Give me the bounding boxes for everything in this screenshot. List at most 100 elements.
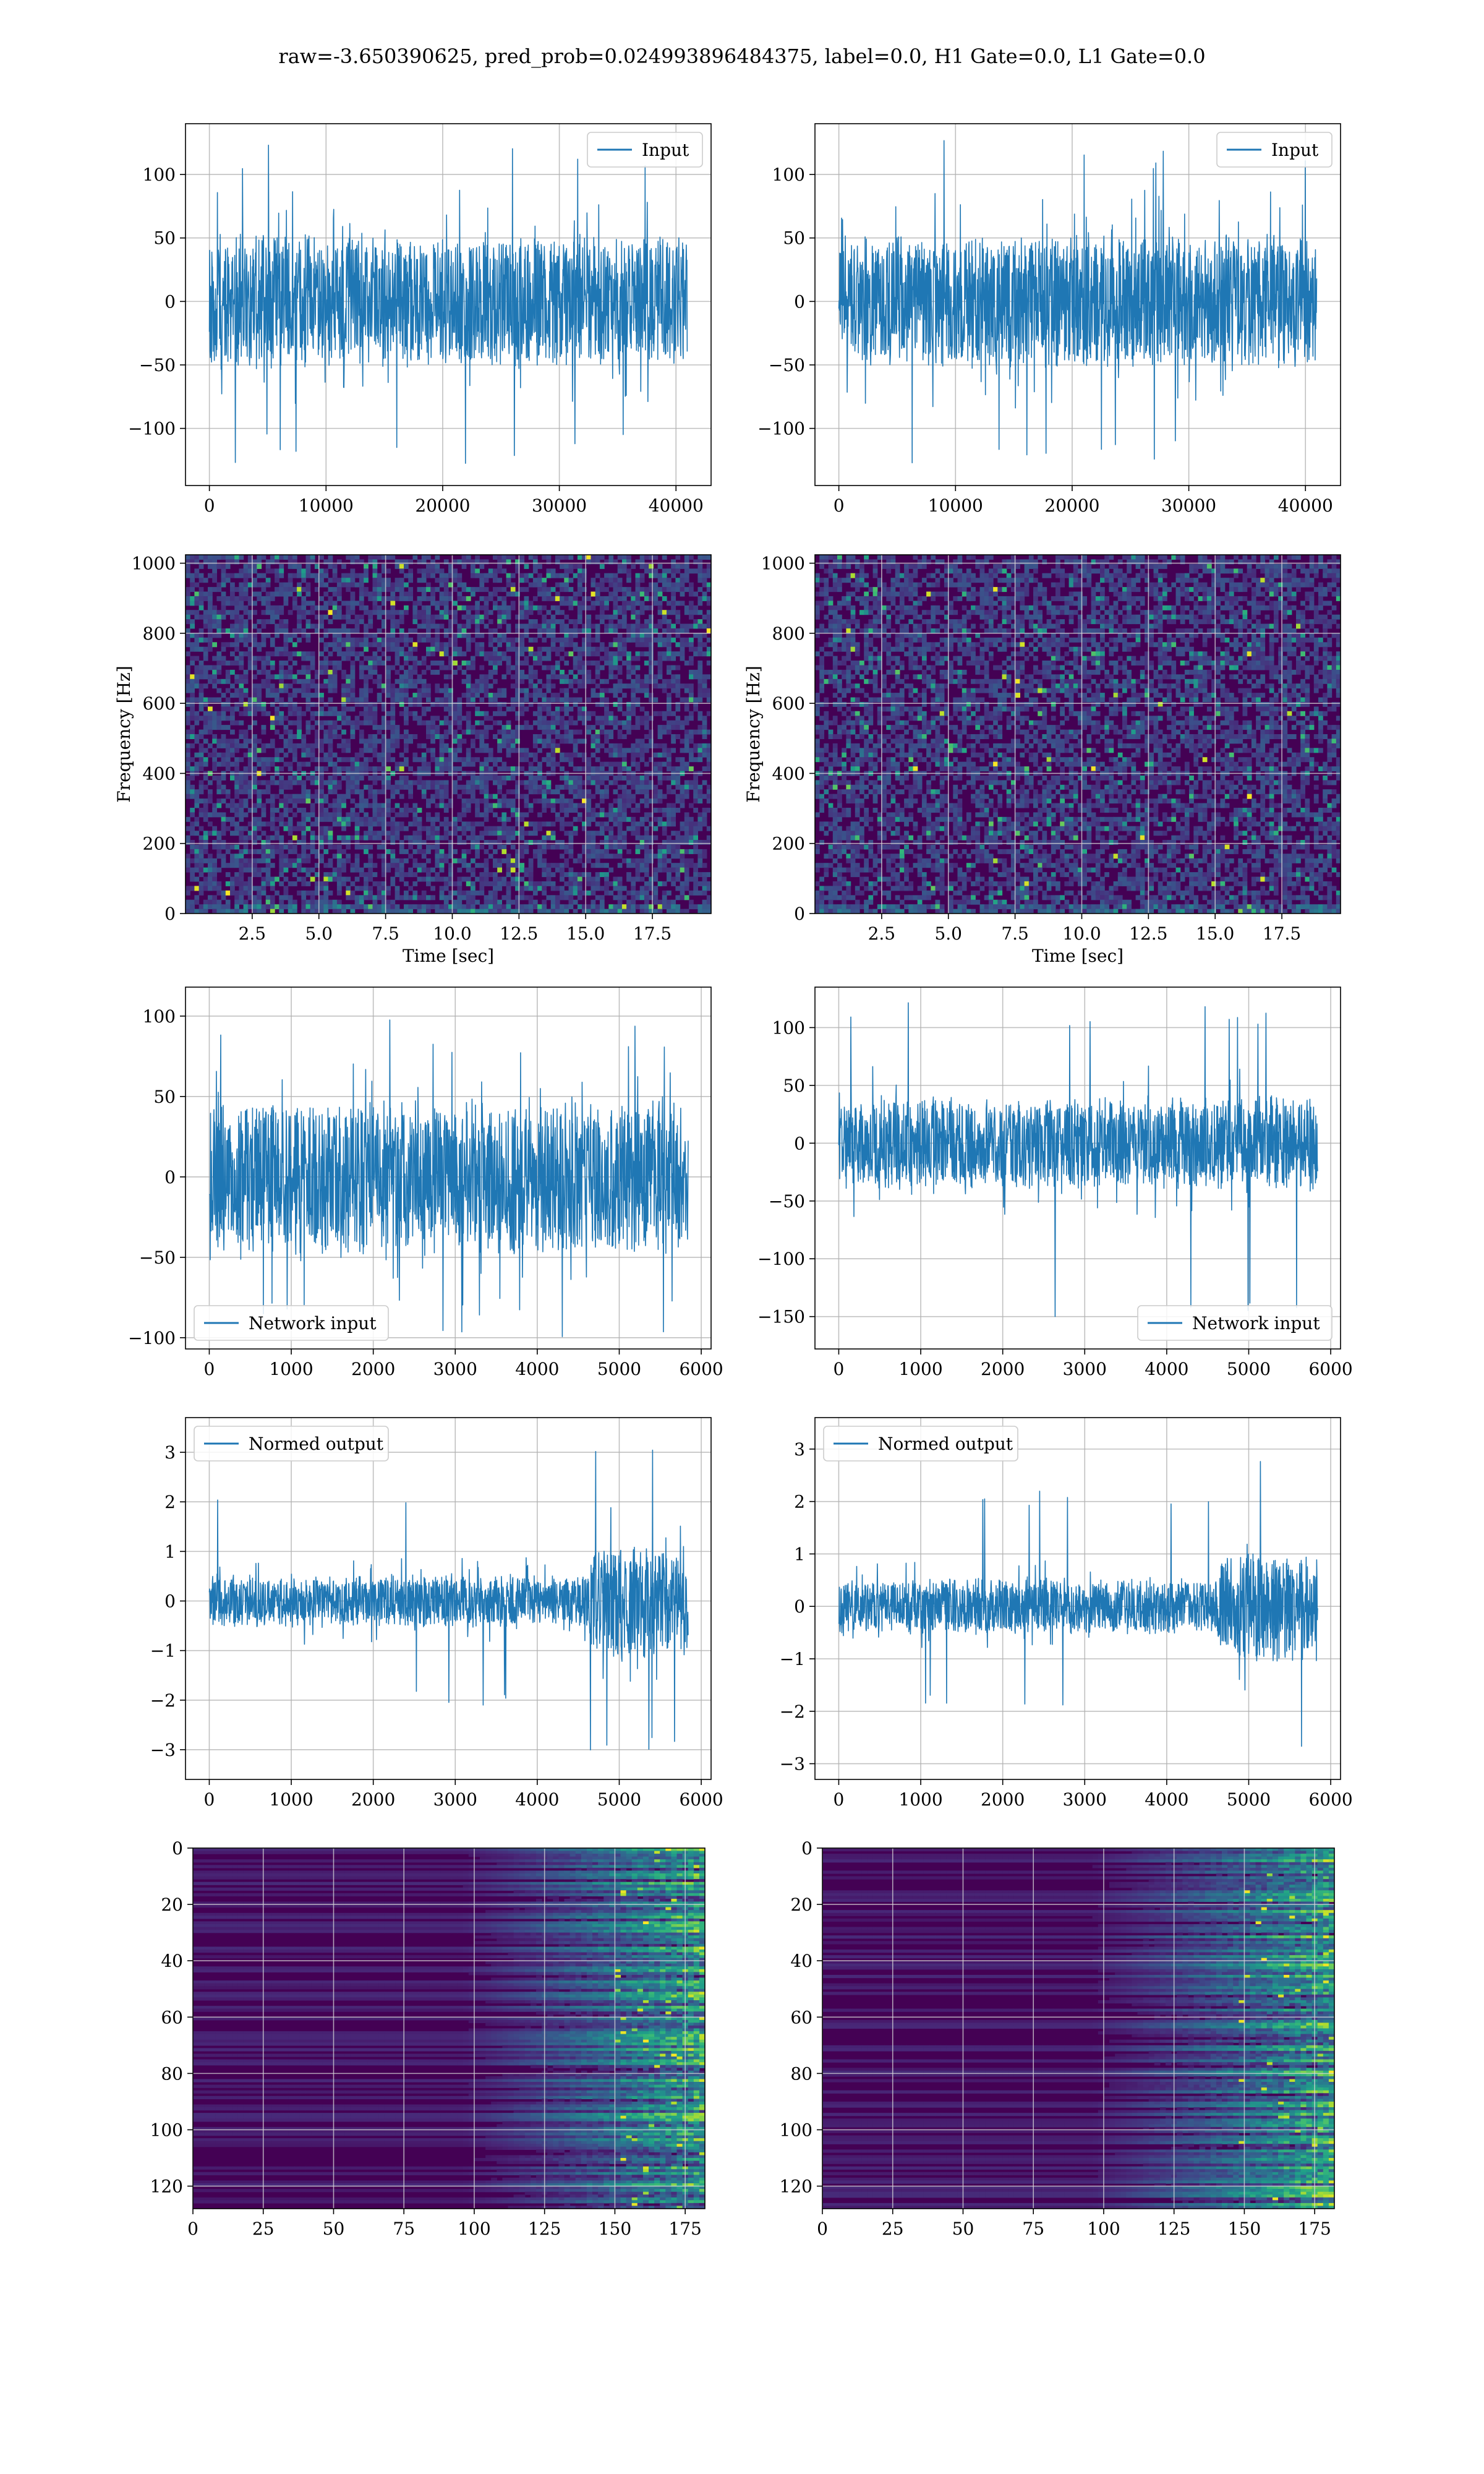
plot-area xyxy=(815,124,1341,486)
x-tick-label: 17.5 xyxy=(633,923,672,944)
y-tick-label: 800 xyxy=(143,623,176,644)
y-tick-label: 80 xyxy=(161,2063,183,2084)
legend-label: Normed output xyxy=(878,1434,1013,1454)
y-tick-label: −50 xyxy=(769,1191,805,1212)
y-tick-label: 0 xyxy=(794,904,805,924)
axes-h1-normed-output: 0 1000 2000 3000 4000 5000 6000 −3 −2 −1 0 1 2 3 Norme… xyxy=(150,1417,723,1810)
axes-frame xyxy=(185,554,712,914)
y-tick-label: 1 xyxy=(164,1541,176,1562)
x-tick-label: 2.5 xyxy=(868,923,896,944)
y-tick-label: 60 xyxy=(790,2007,812,2027)
axes-h1-input: 0 10000 20000 30000 40000 −100 −50 0 50 100 Input xyxy=(128,123,712,516)
x-tick-label: 12.5 xyxy=(1129,923,1167,944)
y-tick-label: 3 xyxy=(794,1439,805,1460)
x-tick-label: 0 xyxy=(187,2219,198,2239)
x-tick-label: 10000 xyxy=(928,495,983,516)
plot-area xyxy=(186,1418,711,1779)
y-tick-label: 40 xyxy=(161,1951,183,1971)
x-tick-label: 0 xyxy=(834,1789,845,1810)
y-tick-label: 100 xyxy=(143,165,176,185)
axes-l1-normed-output: 0 1000 2000 3000 4000 5000 6000 −3 −2 −1 0 1 2 3 Norme… xyxy=(780,1417,1353,1810)
x-tick-label: 5000 xyxy=(1227,1789,1271,1810)
x-tick-label: 75 xyxy=(1022,2219,1044,2239)
axes-frame xyxy=(185,1417,712,1780)
y-tick-label: 60 xyxy=(161,2007,183,2027)
y-tick-label: −3 xyxy=(780,1754,805,1774)
x-tick-label: 2000 xyxy=(351,1789,395,1810)
y-tick-label: 100 xyxy=(772,165,805,185)
y-tick-label: 400 xyxy=(143,763,176,784)
y-tick-label: 2 xyxy=(794,1492,805,1512)
y-tick-label: 120 xyxy=(780,2177,812,2197)
series-line-Normed output xyxy=(208,1449,689,1751)
heatmap-cells xyxy=(186,555,711,914)
y-tick-label: −50 xyxy=(769,355,805,375)
y-tick-label: 20 xyxy=(790,1894,812,1915)
x-tick-label: 5000 xyxy=(597,1789,641,1810)
x-tick-label: 4000 xyxy=(515,1359,559,1379)
x-tick-label: 4000 xyxy=(1145,1789,1188,1810)
y-axis-label: Frequency [Hz] xyxy=(114,666,134,802)
legend-label: Input xyxy=(1271,140,1319,160)
x-tick-label: 6000 xyxy=(679,1789,723,1810)
grid xyxy=(186,555,711,914)
x-tick-label: 150 xyxy=(599,2219,631,2239)
axes-frame xyxy=(185,123,712,486)
y-tick-label: 100 xyxy=(143,1006,176,1027)
heatmap-cells xyxy=(193,1848,705,2209)
y-tick-label: −2 xyxy=(150,1690,176,1711)
y-tick-label: 3 xyxy=(164,1442,176,1463)
x-tick-label: 100 xyxy=(458,2219,490,2239)
x-tick-label: 4000 xyxy=(515,1789,559,1810)
x-tick-label: 100 xyxy=(1087,2219,1120,2239)
plot-area xyxy=(186,987,711,1349)
x-tick-label: 5.0 xyxy=(305,923,333,944)
plot-area xyxy=(815,987,1341,1349)
x-tick-label: 175 xyxy=(1298,2219,1331,2239)
x-tick-label: 50 xyxy=(323,2219,345,2239)
x-tick-label: 5.0 xyxy=(934,923,962,944)
x-tick-label: 1000 xyxy=(269,1359,313,1379)
y-tick-label: 1000 xyxy=(132,554,176,574)
x-tick-label: 1000 xyxy=(269,1789,313,1810)
x-tick-label: 30000 xyxy=(1161,495,1216,516)
x-tick-label: 17.5 xyxy=(1263,923,1301,944)
y-tick-label: 80 xyxy=(790,2063,812,2084)
x-tick-label: 10.0 xyxy=(1062,923,1101,944)
x-tick-label: 15.0 xyxy=(566,923,605,944)
axes-frame xyxy=(814,554,1341,914)
x-tick-label: 15.0 xyxy=(1196,923,1234,944)
x-tick-label: 25 xyxy=(882,2219,904,2239)
axes-l1-network-input: 0 1000 2000 3000 4000 5000 6000 −150 −100 −50 0 50 1… xyxy=(757,987,1353,1379)
axes-frame xyxy=(192,1847,706,2209)
axes-frame xyxy=(814,1417,1341,1780)
plot-area xyxy=(186,124,711,486)
x-tick-label: 50 xyxy=(952,2219,974,2239)
x-tick-label: 7.5 xyxy=(1001,923,1029,944)
y-tick-label: 0 xyxy=(164,1591,176,1612)
plot-area xyxy=(815,555,1341,914)
series-line-Input xyxy=(208,144,688,464)
y-tick-label: −100 xyxy=(757,1249,805,1269)
plot-area xyxy=(815,1418,1341,1779)
x-tick-label: 10000 xyxy=(299,495,354,516)
y-tick-label: 0 xyxy=(794,1133,805,1154)
series-line-Input xyxy=(838,140,1318,464)
axes-h1-spectrogram: 2.5 5.0 7.5 10.0 12.5 15.0 17.5 0 200 400 600 800 10… xyxy=(114,554,712,966)
axes-h1-feature-map: 0 25 50 75 100 125 150 175 0 20 40 60 80 100 120 xyxy=(150,1838,706,2239)
axes-h1-network-input: 0 1000 2000 3000 4000 5000 6000 −100 −50 0 50 100 Ne… xyxy=(128,987,723,1379)
series-line-Network input xyxy=(209,1019,689,1337)
x-tick-label: 20000 xyxy=(415,495,470,516)
x-tick-label: 1000 xyxy=(898,1789,942,1810)
y-tick-label: 200 xyxy=(143,834,176,854)
y-tick-label: 1000 xyxy=(761,554,805,574)
axes-frame xyxy=(822,1847,1335,2209)
y-tick-label: 2 xyxy=(164,1492,176,1512)
y-tick-label: 0 xyxy=(172,1838,183,1859)
x-tick-label: 6000 xyxy=(679,1359,723,1379)
x-tick-label: 5000 xyxy=(1227,1359,1271,1379)
x-tick-label: 0 xyxy=(817,2219,828,2239)
x-tick-label: 10.0 xyxy=(433,923,471,944)
y-tick-label: 50 xyxy=(153,1087,176,1107)
x-axis-label: Time [sec] xyxy=(1032,946,1124,966)
